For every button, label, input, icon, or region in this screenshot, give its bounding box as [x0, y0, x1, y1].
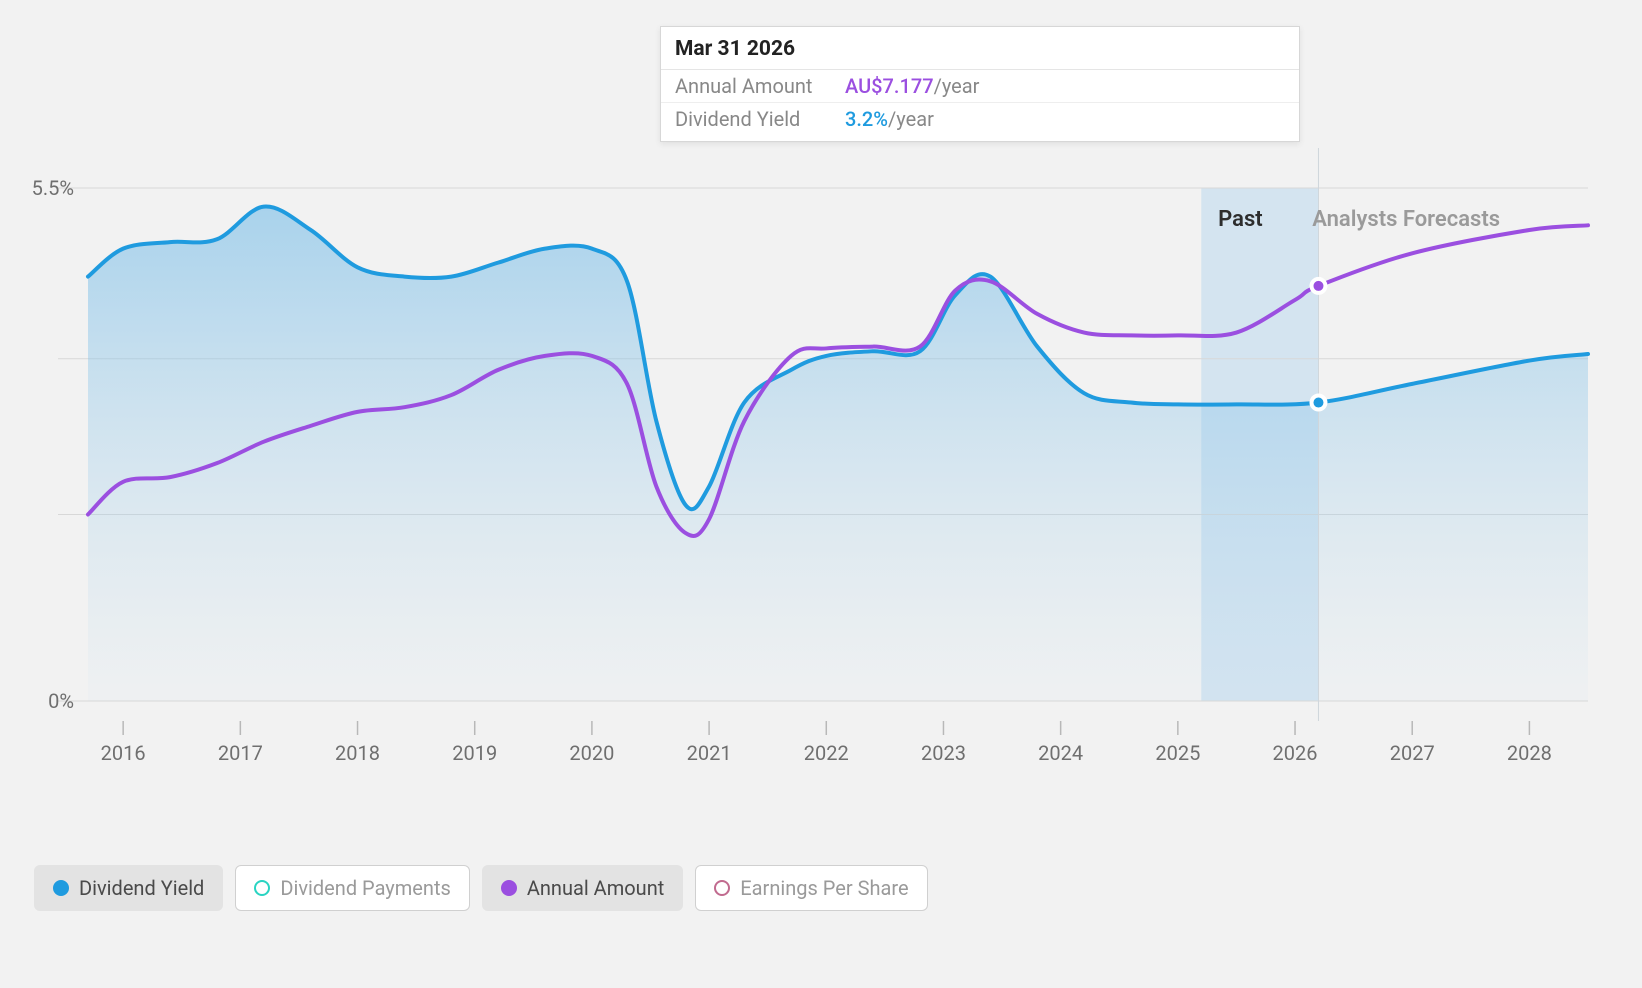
legend-label: Dividend Payments	[280, 876, 450, 900]
tooltip-row: Dividend Yield3.2%/year	[661, 103, 1299, 141]
legend-item-eps[interactable]: Earnings Per Share	[695, 865, 927, 911]
legend-label: Earnings Per Share	[740, 876, 908, 900]
tooltip-title: Mar 31 2026	[661, 27, 1299, 70]
x-axis-label: 2023	[921, 741, 966, 765]
legend-item-dividend-yield[interactable]: Dividend Yield	[34, 865, 223, 911]
x-axis-label: 2017	[218, 741, 263, 765]
forecast-label: Analysts Forecasts	[1312, 207, 1500, 232]
chart-legend: Dividend Yield Dividend Payments Annual Am…	[34, 865, 928, 911]
legend-label: Dividend Yield	[79, 876, 204, 900]
tooltip-row-label: Annual Amount	[675, 74, 845, 98]
tooltip-row-value: 3.2%/year	[845, 107, 934, 131]
legend-marker	[53, 880, 69, 896]
chart-tooltip: Mar 31 2026 Annual AmountAU$7.177/yearDi…	[660, 26, 1300, 142]
tooltip-row-label: Dividend Yield	[675, 107, 845, 131]
chart-canvas[interactable]	[0, 0, 1642, 988]
x-axis-label: 2025	[1155, 741, 1200, 765]
legend-marker	[254, 880, 270, 896]
x-axis-label: 2019	[452, 741, 497, 765]
legend-label: Annual Amount	[527, 876, 664, 900]
x-axis-label: 2018	[335, 741, 380, 765]
x-axis-label: 2021	[687, 741, 732, 765]
x-axis-label: 2020	[569, 741, 614, 765]
tooltip-row: Annual AmountAU$7.177/year	[661, 70, 1299, 103]
x-axis-label: 2028	[1507, 741, 1552, 765]
legend-marker	[714, 880, 730, 896]
x-axis-label: 2026	[1273, 741, 1318, 765]
x-axis-label: 2027	[1390, 741, 1435, 765]
dividend-chart: 0% 5.5% 2016 2017 2018 2019 2020 2021 2022 2023 2…	[0, 0, 1642, 988]
x-axis-label: 2024	[1038, 741, 1083, 765]
past-label: Past	[1218, 207, 1263, 232]
y-axis-label: 0%	[14, 689, 74, 713]
x-axis-label: 2016	[101, 741, 146, 765]
legend-item-dividend-payments[interactable]: Dividend Payments	[235, 865, 469, 911]
legend-marker	[501, 880, 517, 896]
legend-item-annual-amount[interactable]: Annual Amount	[482, 865, 683, 911]
y-axis-label: 5.5%	[14, 176, 74, 200]
tooltip-row-value: AU$7.177/year	[845, 74, 979, 98]
x-axis-label: 2022	[804, 741, 849, 765]
